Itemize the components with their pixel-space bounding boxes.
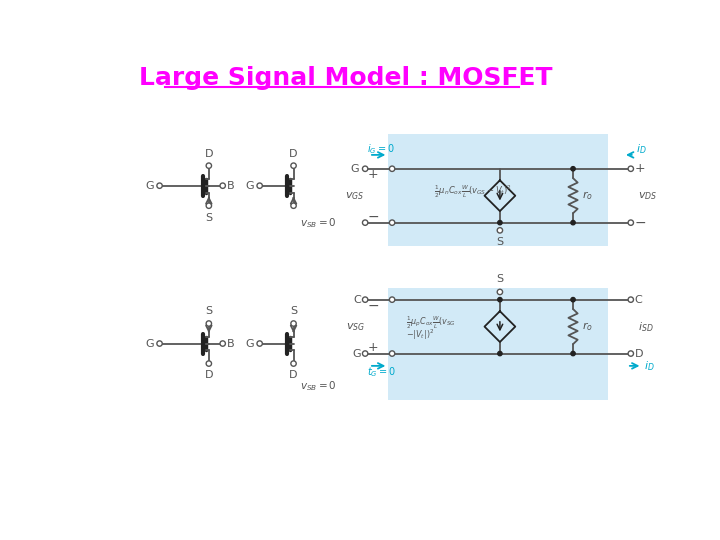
Circle shape — [206, 163, 212, 168]
Text: G: G — [246, 181, 254, 191]
Circle shape — [291, 361, 296, 366]
Text: +: + — [367, 341, 378, 354]
Text: B: B — [228, 339, 235, 348]
Text: $v_{DS}$: $v_{DS}$ — [639, 190, 658, 201]
Text: $r_o$: $r_o$ — [582, 320, 593, 333]
Text: $i_{SD}$: $i_{SD}$ — [639, 320, 654, 334]
Text: +: + — [367, 168, 378, 181]
Circle shape — [390, 220, 395, 225]
Text: D: D — [204, 148, 213, 159]
FancyBboxPatch shape — [388, 288, 608, 400]
Circle shape — [498, 228, 503, 233]
Circle shape — [220, 341, 225, 346]
Circle shape — [291, 321, 296, 326]
Circle shape — [628, 220, 634, 225]
Text: D: D — [289, 148, 298, 159]
Text: D: D — [289, 370, 298, 381]
Text: $i_D$: $i_D$ — [644, 359, 654, 373]
Text: S: S — [290, 306, 297, 316]
Circle shape — [571, 298, 575, 302]
Text: $v_{SB}=0$: $v_{SB}=0$ — [300, 379, 336, 393]
FancyBboxPatch shape — [388, 134, 608, 246]
Text: C: C — [634, 295, 642, 305]
Text: +: + — [634, 162, 645, 176]
Circle shape — [362, 220, 368, 225]
Circle shape — [157, 341, 162, 346]
Circle shape — [157, 183, 162, 188]
Circle shape — [628, 166, 634, 171]
Text: D: D — [204, 370, 213, 381]
Circle shape — [362, 166, 368, 171]
Circle shape — [571, 220, 575, 225]
Circle shape — [390, 351, 395, 356]
Circle shape — [498, 298, 502, 302]
Text: −: − — [367, 210, 379, 224]
Circle shape — [571, 167, 575, 171]
Text: G: G — [246, 339, 254, 348]
Text: $t_G=0$: $t_G=0$ — [367, 365, 396, 379]
Text: $\frac{1}{2}\mu_p C_{ox}\frac{W}{L}(v_{SG}$: $\frac{1}{2}\mu_p C_{ox}\frac{W}{L}(v_{S… — [406, 315, 456, 331]
Circle shape — [628, 351, 634, 356]
Circle shape — [206, 203, 212, 208]
Text: Large Signal Model : MOSFET: Large Signal Model : MOSFET — [139, 66, 553, 90]
Text: D: D — [634, 348, 643, 359]
Circle shape — [291, 203, 296, 208]
Text: S: S — [205, 306, 212, 316]
Text: G: G — [145, 181, 154, 191]
Text: $r_o$: $r_o$ — [582, 190, 593, 202]
Text: −: − — [367, 299, 379, 313]
Text: −: − — [634, 215, 647, 230]
Circle shape — [498, 352, 502, 356]
Circle shape — [628, 297, 634, 302]
Circle shape — [206, 321, 212, 326]
Text: G: G — [351, 164, 359, 174]
Text: S: S — [496, 274, 503, 284]
Circle shape — [362, 297, 368, 302]
Text: $\frac{1}{2}\mu_n C_{ox}\frac{W}{L}(v_{GS}-V_t)^2$: $\frac{1}{2}\mu_n C_{ox}\frac{W}{L}(v_{G… — [434, 184, 513, 200]
Circle shape — [571, 352, 575, 356]
Circle shape — [390, 297, 395, 302]
Circle shape — [220, 183, 225, 188]
Circle shape — [498, 289, 503, 295]
Text: B: B — [228, 181, 235, 191]
Text: $i_D$: $i_D$ — [636, 142, 647, 156]
Text: C: C — [354, 295, 361, 305]
Circle shape — [498, 220, 502, 225]
Text: $v_{GS}$: $v_{GS}$ — [345, 190, 364, 201]
Text: S: S — [205, 213, 212, 222]
Circle shape — [291, 163, 296, 168]
Circle shape — [390, 166, 395, 171]
Text: $-|V_t|)^2$: $-|V_t|)^2$ — [406, 327, 434, 341]
Text: $v_{SG}$: $v_{SG}$ — [346, 321, 366, 333]
Circle shape — [362, 351, 368, 356]
Circle shape — [257, 341, 262, 346]
Circle shape — [206, 361, 212, 366]
Circle shape — [257, 183, 262, 188]
Text: $v_{SB}=0$: $v_{SB}=0$ — [300, 217, 336, 230]
Text: $i_G=0$: $i_G=0$ — [367, 142, 395, 156]
Text: G: G — [353, 348, 361, 359]
Text: G: G — [145, 339, 154, 348]
Text: S: S — [496, 237, 503, 246]
